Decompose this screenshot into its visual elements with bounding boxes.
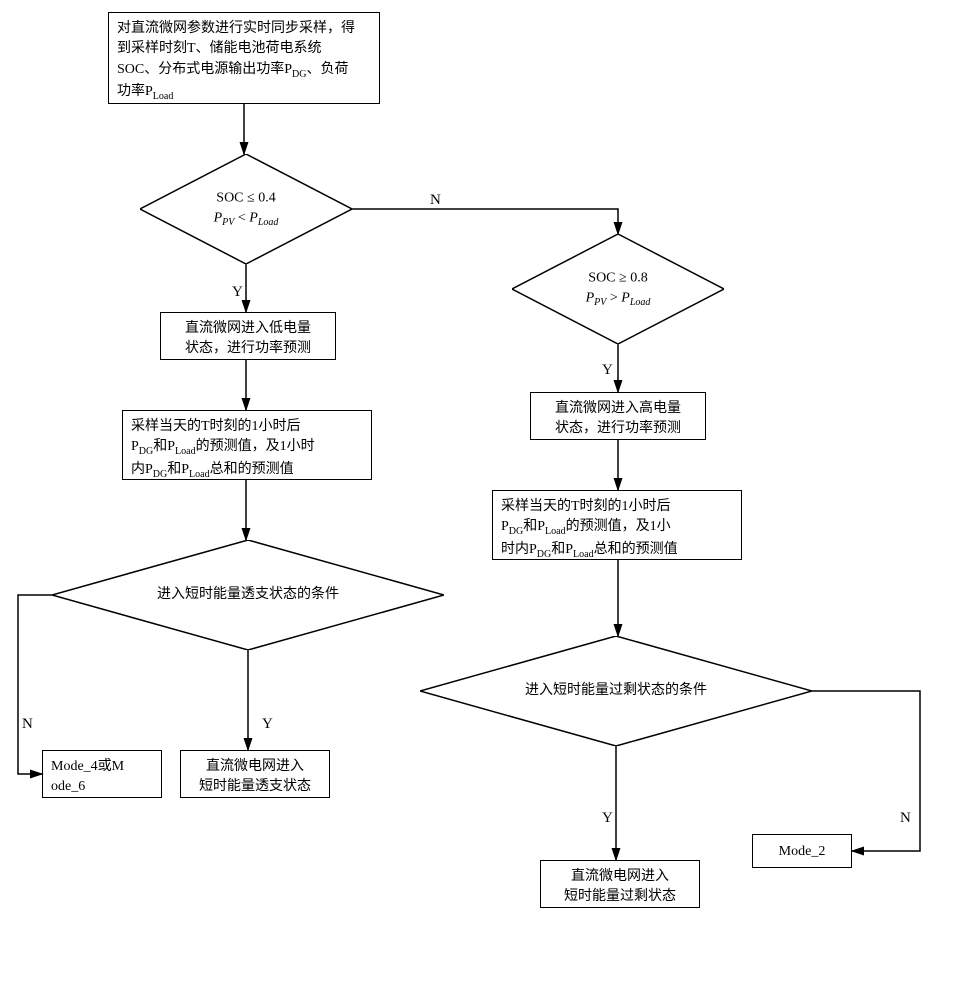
label-y: Y (602, 810, 613, 827)
label-n: N (22, 716, 33, 733)
label-y: Y (232, 284, 243, 301)
node-surplus-right: 直流微电网进入 短时能量过剩状态 (540, 860, 700, 908)
text: 进入短时能量过剩状态的条件 (420, 681, 812, 701)
node-start: 对直流微网参数进行实时同步采样，得 到采样时刻T、储能电池荷电系统 SOC、分布… (108, 12, 380, 104)
node-low-state: 直流微网进入低电量 状态，进行功率预测 (160, 312, 336, 360)
text: 功率PLoad (117, 84, 173, 99)
text: 进入短时能量透支状态的条件 (52, 585, 444, 605)
label-n: N (430, 192, 441, 209)
label-y: Y (602, 362, 613, 379)
decision-2: SOC ≥ 0.8 PPV > PLoad (512, 234, 724, 344)
text: SOC ≤ 0.4 PPV < PLoad (140, 188, 352, 229)
text: SOC、分布式电源输出功率PDG、负荷 (117, 62, 348, 77)
label-y: Y (262, 716, 273, 733)
node-pred-left: 采样当天的T时刻的1小时后 PDG和PLoad的预测值，及1小时 内PDG和PL… (122, 410, 372, 480)
text: 到采样时刻T、储能电池荷电系统 (117, 41, 322, 56)
text: 对直流微网参数进行实时同步采样，得 (117, 21, 355, 36)
node-mode46: Mode_4或M ode_6 (42, 750, 162, 798)
decision-1: SOC ≤ 0.4 PPV < PLoad (140, 154, 352, 264)
node-mode2: Mode_2 (752, 834, 852, 868)
node-pred-right: 采样当天的T时刻的1小时后 PDG和PLoad的预测值，及1小 时内PDG和PL… (492, 490, 742, 560)
text: SOC ≥ 0.8 PPV > PLoad (512, 268, 724, 309)
decision-4: 进入短时能量过剩状态的条件 (420, 636, 812, 746)
node-overdraft-left: 直流微电网进入 短时能量透支状态 (180, 750, 330, 798)
node-high-state: 直流微网进入高电量 状态，进行功率预测 (530, 392, 706, 440)
label-n: N (900, 810, 911, 827)
decision-3: 进入短时能量透支状态的条件 (52, 540, 444, 650)
